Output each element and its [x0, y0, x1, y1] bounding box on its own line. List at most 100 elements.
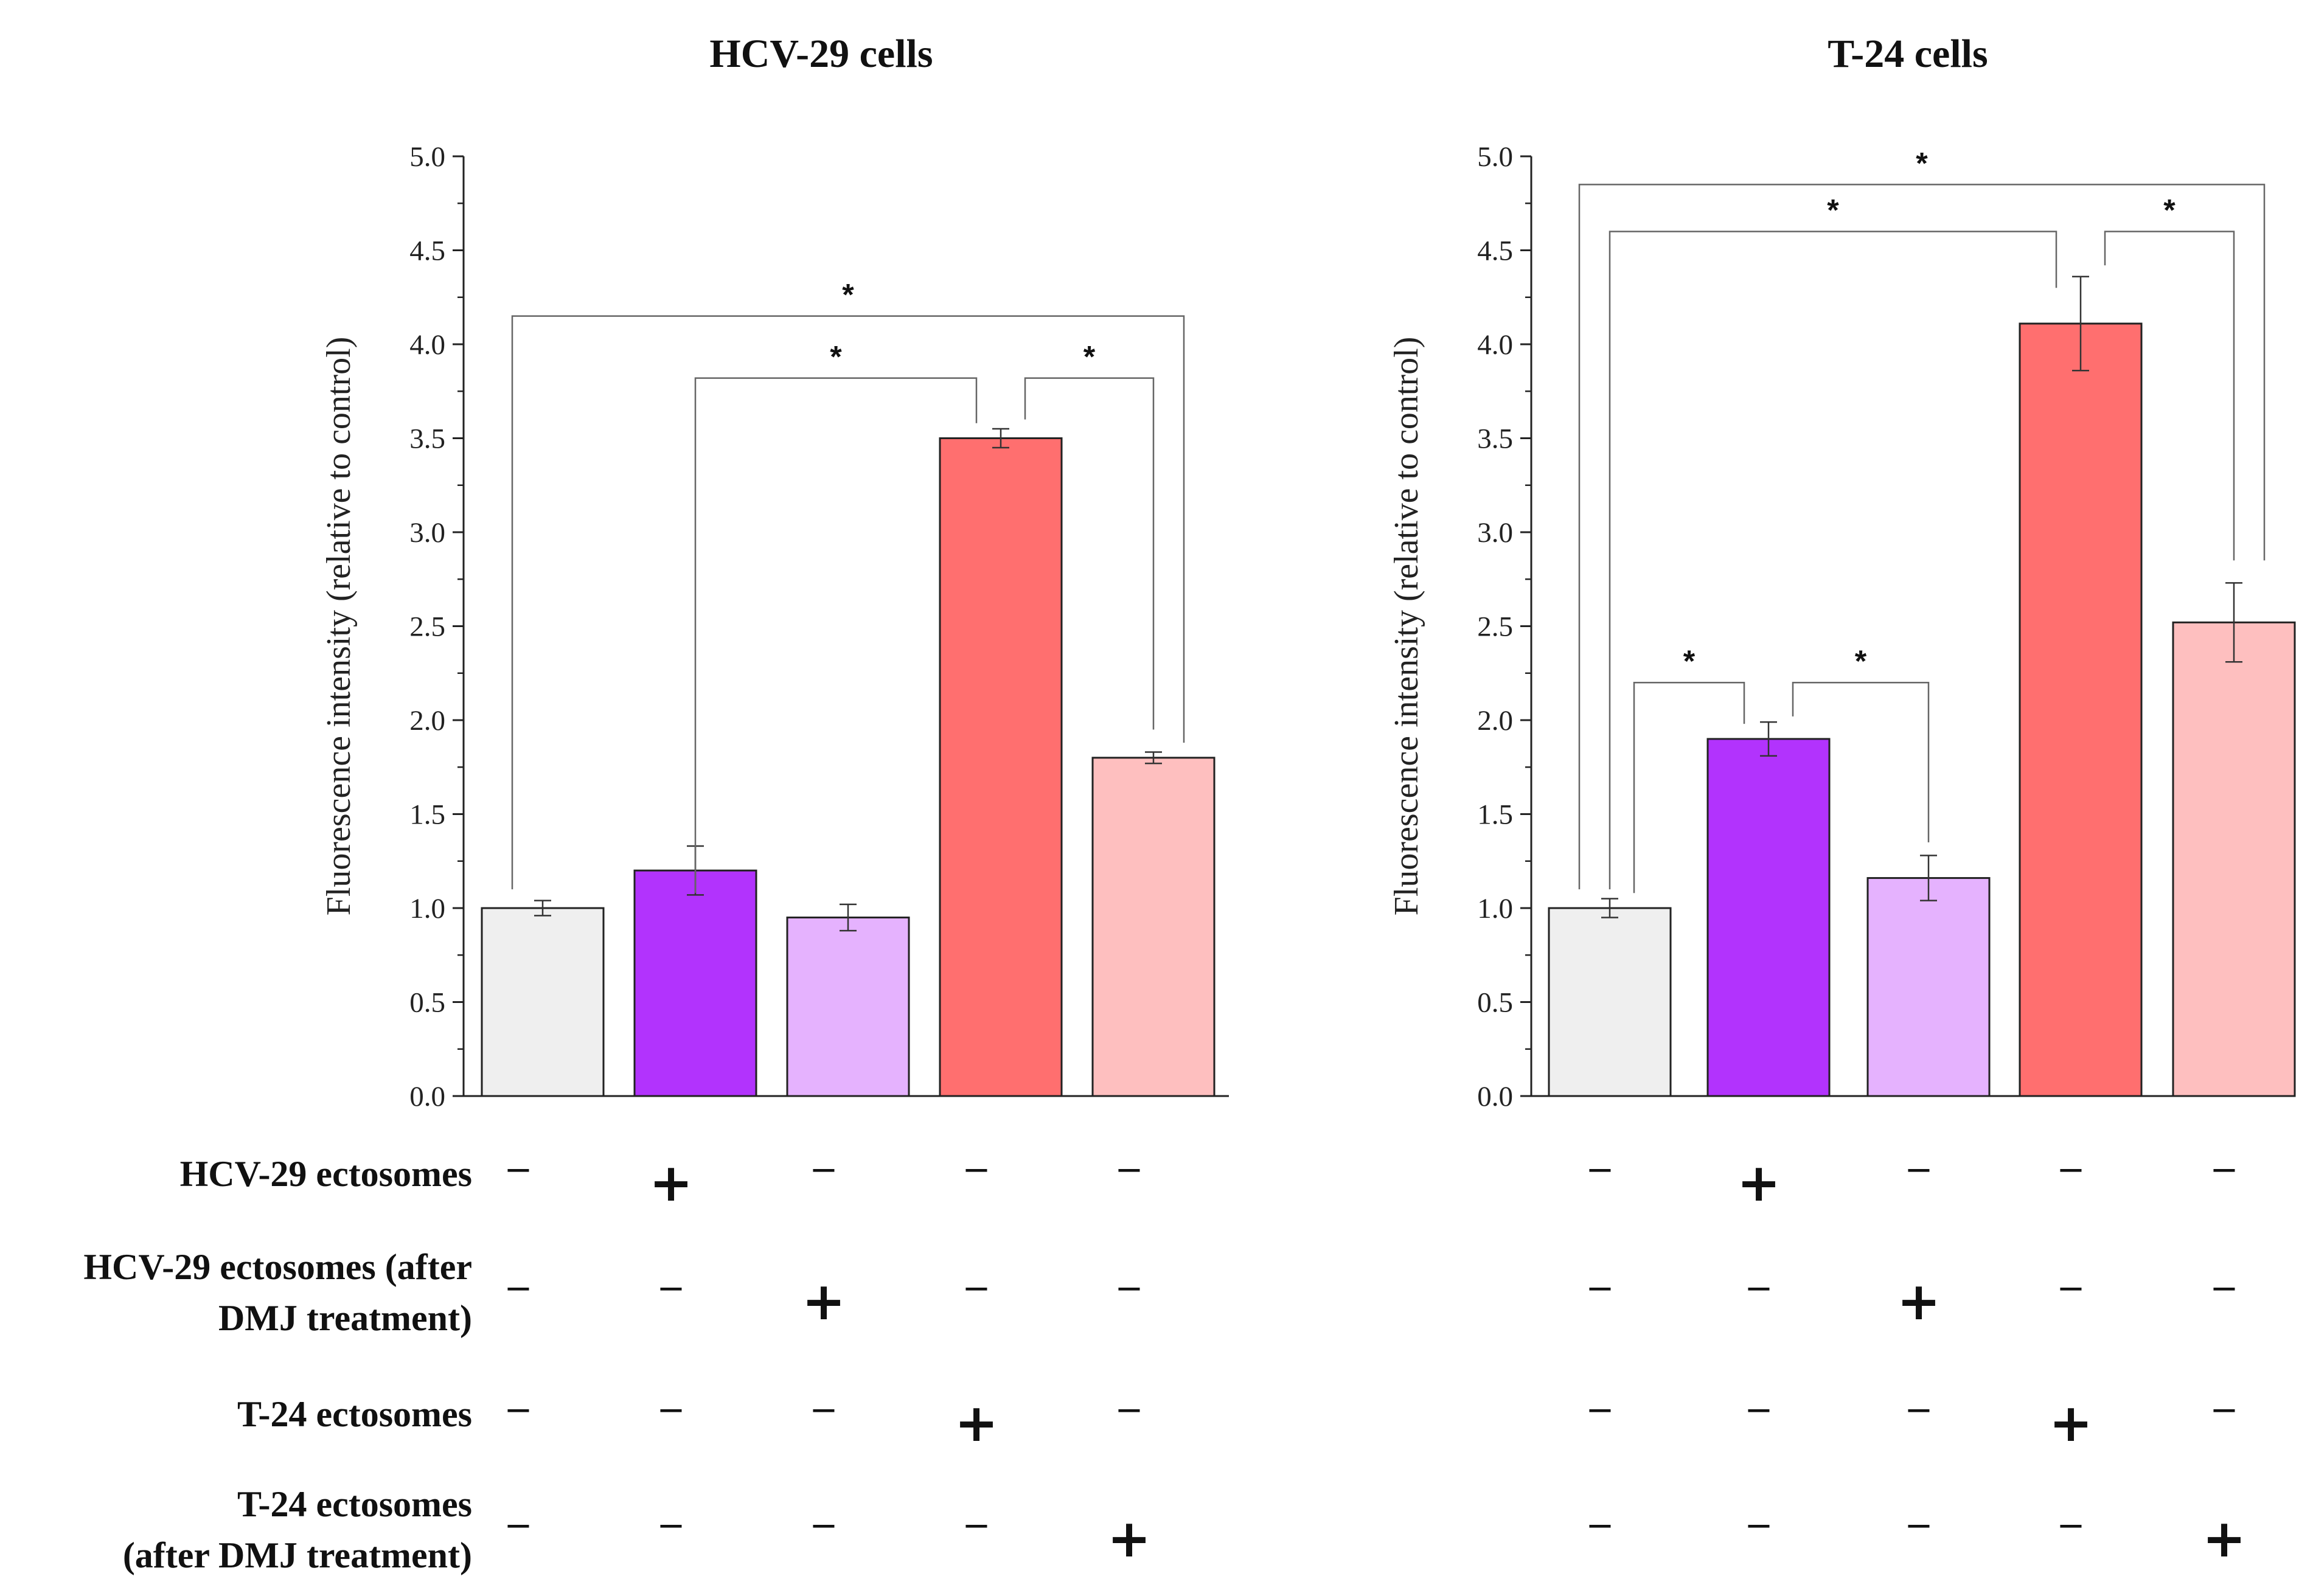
plus-mark: + — [649, 1153, 693, 1213]
plus-mark: + — [1897, 1271, 1941, 1332]
y-tick-label: 2.0 — [1477, 705, 1513, 737]
minus-mark: − — [657, 1390, 686, 1430]
significance-star: * — [830, 340, 842, 374]
significance-star: * — [1855, 644, 1867, 678]
bar — [633, 869, 757, 1097]
significance-star: * — [842, 278, 854, 312]
treatment-label: DMJ treatment) — [218, 1298, 472, 1338]
y-tick-label: 3.5 — [1477, 423, 1513, 455]
y-tick-label: 1.0 — [409, 893, 445, 925]
bracket-line — [1578, 184, 2266, 890]
minus-mark: − — [1745, 1506, 1773, 1546]
bar — [1548, 907, 1672, 1097]
bracket-line — [694, 377, 978, 893]
y-tick-label: 5.0 — [409, 141, 445, 173]
significance-star: * — [1683, 644, 1696, 678]
chart-title: HCV-29 cells — [709, 32, 933, 76]
significance-star: * — [2163, 193, 2176, 227]
significance-star: * — [1827, 193, 1839, 227]
minus-mark: − — [2210, 1390, 2239, 1430]
minus-mark: − — [962, 1506, 991, 1546]
minus-mark: − — [1586, 1506, 1615, 1546]
minus-mark: − — [504, 1150, 533, 1190]
minus-mark: − — [1115, 1269, 1144, 1308]
minus-mark: − — [810, 1150, 838, 1190]
minus-mark: − — [810, 1506, 838, 1546]
treatment-label: T-24 ectosomes — [237, 1484, 472, 1524]
minus-mark: − — [1905, 1506, 1933, 1546]
minus-mark: − — [1745, 1390, 1773, 1430]
minus-mark: − — [504, 1506, 533, 1546]
y-tick-label: 0.0 — [1477, 1081, 1513, 1112]
plus-mark: + — [1737, 1153, 1781, 1213]
y-tick-label: 0.5 — [409, 987, 445, 1019]
significance-bracket: * — [1609, 193, 2057, 890]
treatment-row: HCV-29 ectosomes (after DMJ treatment) − − +… — [83, 1247, 2238, 1338]
minus-mark: − — [2057, 1269, 2085, 1308]
significance-bracket: * — [511, 278, 1185, 890]
plus-mark: + — [802, 1271, 846, 1332]
plus-mark: + — [2049, 1393, 2093, 1454]
y-tick-label: 3.0 — [1477, 517, 1513, 549]
minus-mark: − — [1586, 1150, 1615, 1190]
y-tick-label: 1.5 — [409, 799, 445, 831]
minus-mark: − — [657, 1506, 686, 1546]
y-tick-label: 4.0 — [409, 329, 445, 361]
bracket-line — [511, 315, 1185, 890]
treatment-table: HCV-29 ectosomes − + − − − − + − − −HCV-29 ectosom… — [83, 1150, 2246, 1575]
y-tick-label: 3.5 — [409, 423, 445, 455]
minus-mark: − — [2210, 1150, 2239, 1190]
minus-mark: − — [1586, 1390, 1615, 1430]
treatment-row: T-24 ectosomes(after DMJ treatment)− − − − +… — [123, 1484, 2246, 1575]
bracket-line — [1609, 231, 2057, 890]
minus-mark: − — [962, 1150, 991, 1190]
y-tick-label: 3.0 — [409, 517, 445, 549]
y-tick-label: 5.0 — [1477, 141, 1513, 173]
bracket-line — [1633, 681, 1745, 893]
minus-mark: − — [962, 1269, 991, 1308]
y-tick-label: 2.5 — [1477, 611, 1513, 643]
treatment-row: T-24 ectosomes − − − + − − − − + − — [237, 1390, 2239, 1454]
bar — [1091, 757, 1216, 1097]
minus-mark: − — [810, 1390, 838, 1430]
chart-t24-cells: T-24 cells Fluorescence intensity (relati… — [1388, 32, 2296, 1112]
plus-mark: + — [955, 1393, 998, 1454]
treatment-label: (after DMJ treatment) — [123, 1535, 472, 1575]
minus-mark: − — [2210, 1269, 2239, 1308]
minus-mark: − — [1586, 1269, 1615, 1308]
bar — [2172, 621, 2296, 1097]
minus-mark: − — [2057, 1150, 2085, 1190]
significance-bracket: * — [1024, 340, 1155, 730]
minus-mark: − — [1115, 1390, 1144, 1430]
plus-mark: + — [2202, 1508, 2246, 1569]
minus-mark: − — [1115, 1150, 1144, 1190]
significance-bracket: * — [1578, 146, 2266, 890]
bar — [481, 907, 605, 1097]
y-axis-label: Fluorescence intensity (relative to cont… — [1388, 337, 1425, 916]
y-tick-label: 1.0 — [1477, 893, 1513, 925]
bar — [1866, 877, 1991, 1097]
minus-mark: − — [504, 1390, 533, 1430]
significance-bracket: * — [2104, 193, 2235, 561]
chart-title: T-24 cells — [1828, 32, 1988, 76]
y-tick-label: 0.5 — [1477, 987, 1513, 1019]
bracket-line — [2104, 231, 2235, 561]
treatment-label: HCV-29 ectosomes — [180, 1154, 472, 1194]
y-tick-label: 2.5 — [409, 611, 445, 643]
significance-bracket: * — [694, 340, 978, 893]
plus-mark: + — [1107, 1508, 1151, 1569]
bracket-line — [1792, 681, 1930, 842]
bar — [939, 437, 1063, 1097]
bracket-line — [1024, 377, 1155, 730]
minus-mark: − — [1905, 1150, 1933, 1190]
treatment-label: HCV-29 ectosomes (after — [83, 1247, 472, 1287]
y-tick-label: 1.5 — [1477, 799, 1513, 831]
significance-bracket: * — [1633, 644, 1745, 893]
significance-bracket: * — [1792, 644, 1930, 842]
chart-hcv29-cells: HCV-29 cells Fluorescence intensity (rela… — [320, 32, 1229, 1112]
significance-star: * — [1083, 340, 1096, 374]
y-tick-label: 4.0 — [1477, 329, 1513, 361]
y-axis-label: Fluorescence intensity (relative to cont… — [320, 337, 358, 916]
bar — [786, 916, 910, 1097]
